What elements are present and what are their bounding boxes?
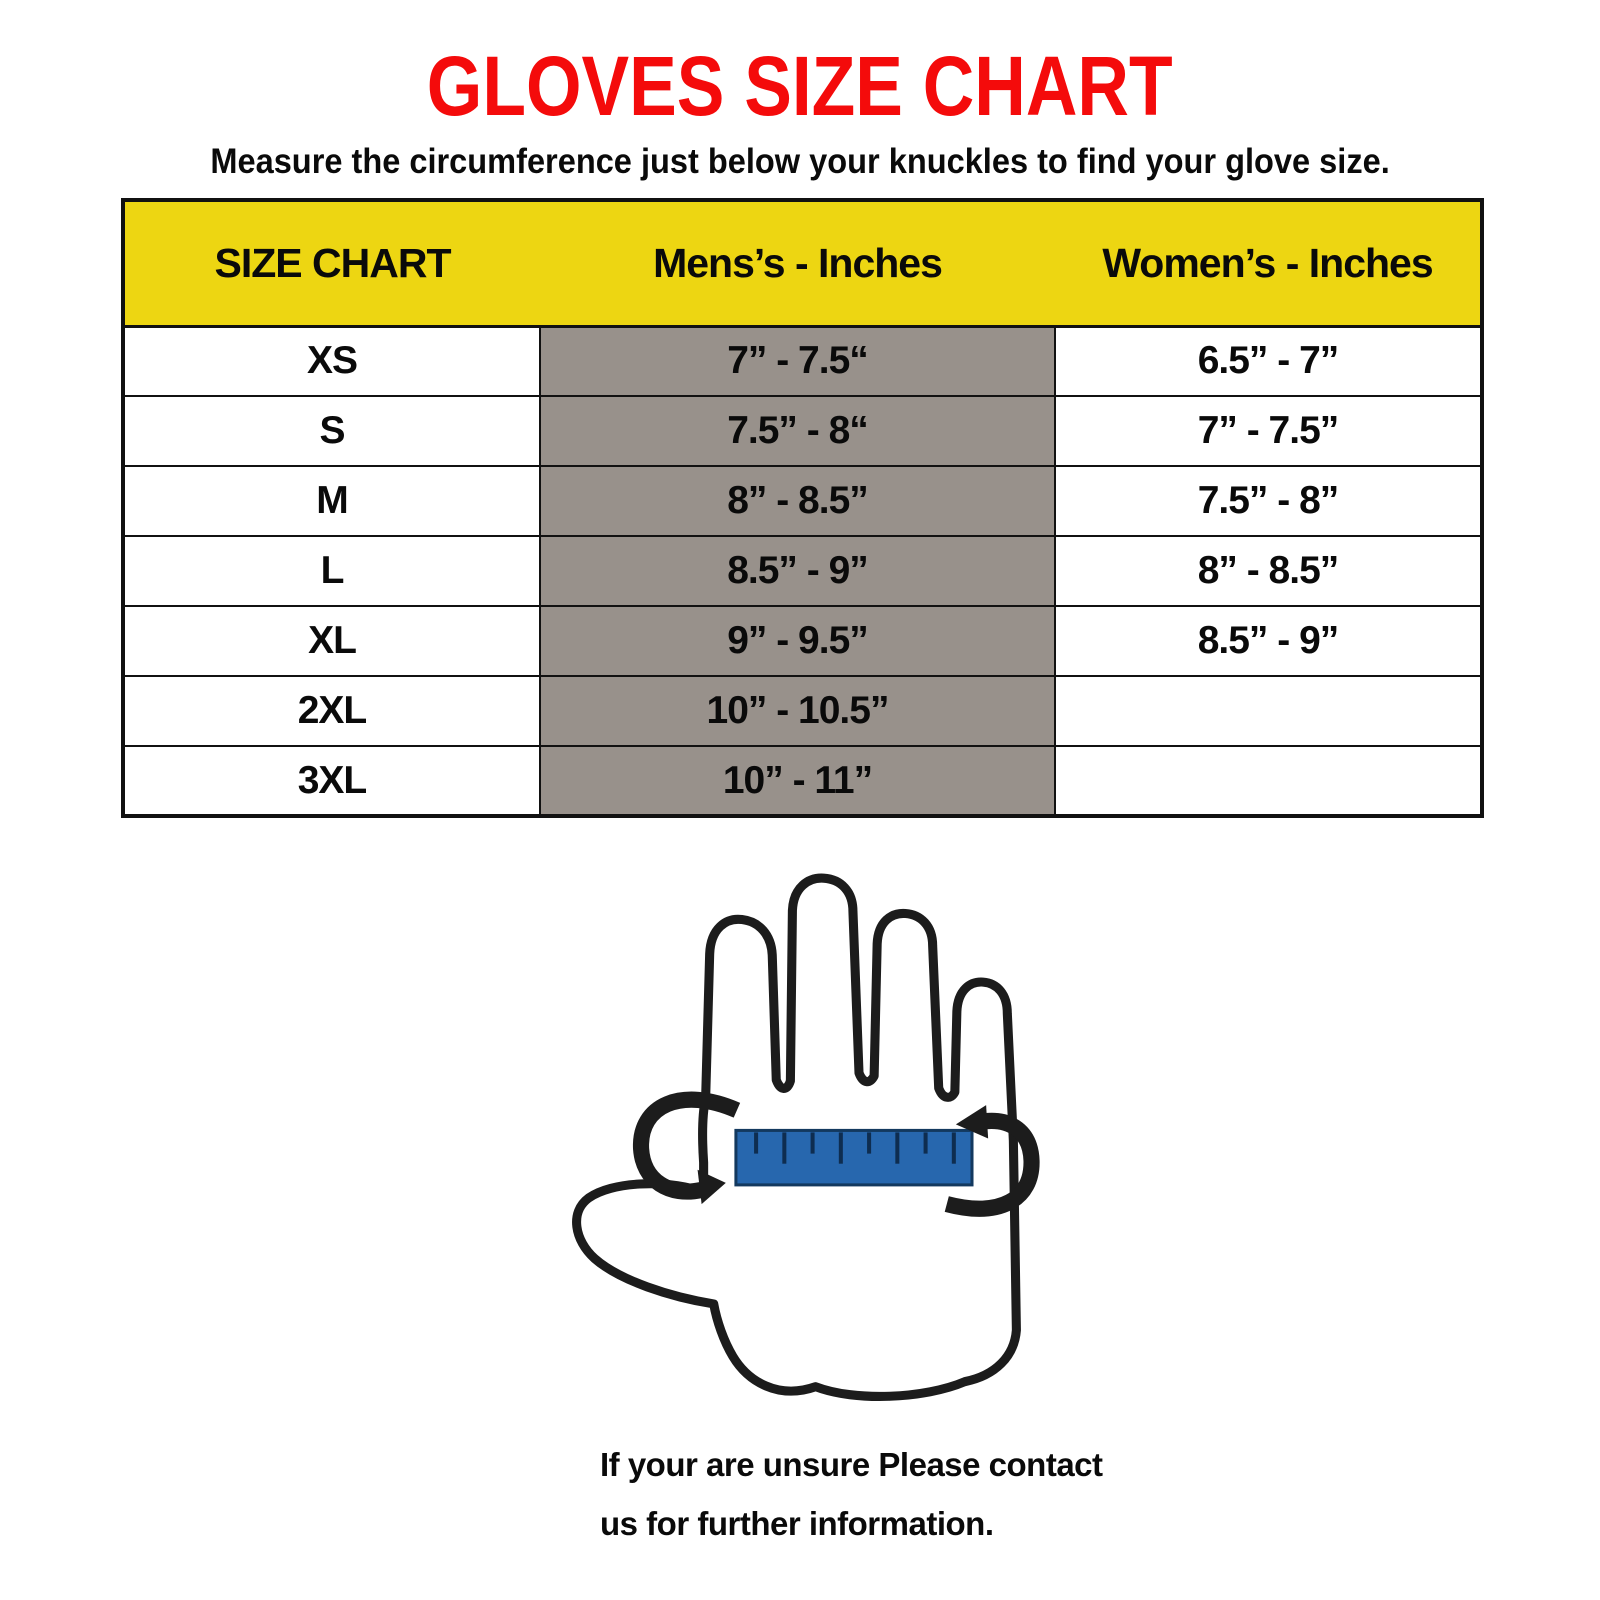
mens-range-cell: 7” - 7.5“	[539, 325, 1056, 397]
ruler-ticks	[754, 1132, 956, 1164]
womens-range-cell	[1054, 745, 1483, 817]
subtitle-text: Measure the circumference just below you…	[210, 142, 1390, 181]
page-title: GLOVES SIZE CHART	[0, 44, 1600, 128]
size-cell: 3XL	[122, 745, 541, 817]
mens-range-cell: 9” - 9.5”	[539, 605, 1056, 677]
circumference-arrow-left-icon	[632, 1091, 741, 1205]
womens-range-cell: 7.5” - 8”	[1054, 465, 1483, 537]
col-header-size: SIZE CHART	[123, 200, 540, 328]
womens-range-cell: 6.5” - 7”	[1054, 325, 1483, 397]
size-chart-table: SIZE CHART Mens’s - Inches Women’s - Inc…	[121, 198, 1484, 818]
mens-range-cell: 8.5” - 9”	[539, 535, 1056, 607]
footer-note: If your are unsure Please contact us for…	[600, 1436, 1103, 1553]
size-cell: XS	[122, 325, 541, 397]
table-row-s: S 7.5” - 8“ 7” - 7.5”	[122, 395, 1483, 467]
table-row-xs: XS 7” - 7.5“ 6.5” - 7”	[122, 325, 1483, 397]
circumference-arrow-right-icon	[944, 1105, 1040, 1217]
subtitle: Measure the circumference just below you…	[0, 142, 1600, 182]
table-row-xl: XL 9” - 9.5” 8.5” - 9”	[122, 605, 1483, 677]
womens-range-cell: 7” - 7.5”	[1054, 395, 1483, 467]
size-cell: M	[122, 465, 541, 537]
table-row-3xl: 3XL 10” - 11”	[122, 745, 1483, 817]
size-cell: L	[122, 535, 541, 607]
mens-range-cell: 10” - 11”	[539, 745, 1056, 817]
mens-range-cell: 8” - 8.5”	[539, 465, 1056, 537]
col-header-womens: Women’s - Inches	[1055, 200, 1482, 328]
table-row-2xl: 2XL 10” - 10.5”	[122, 675, 1483, 747]
womens-range-cell	[1054, 675, 1483, 747]
header-row: SIZE CHART Mens’s - Inches Women’s - Inc…	[123, 200, 1482, 328]
hand-measure-illustration	[572, 873, 1040, 1401]
page-title-text: GLOVES SIZE CHART	[427, 39, 1173, 133]
womens-range-cell: 8” - 8.5”	[1054, 535, 1483, 607]
size-cell: S	[122, 395, 541, 467]
size-cell: XL	[122, 605, 541, 677]
table-row-l: L 8.5” - 9” 8” - 8.5”	[122, 535, 1483, 607]
measuring-band	[734, 1128, 974, 1187]
footer-line-2: us for further information.	[600, 1504, 994, 1542]
mens-range-cell: 10” - 10.5”	[539, 675, 1056, 747]
col-header-mens: Mens’s - Inches	[540, 200, 1055, 328]
table-row-m: M 8” - 8.5” 7.5” - 8”	[122, 465, 1483, 537]
womens-range-cell: 8.5” - 9”	[1054, 605, 1483, 677]
mens-range-cell: 7.5” - 8“	[539, 395, 1056, 467]
size-cell: 2XL	[122, 675, 541, 747]
footer-line-1: If your are unsure Please contact	[600, 1446, 1103, 1483]
